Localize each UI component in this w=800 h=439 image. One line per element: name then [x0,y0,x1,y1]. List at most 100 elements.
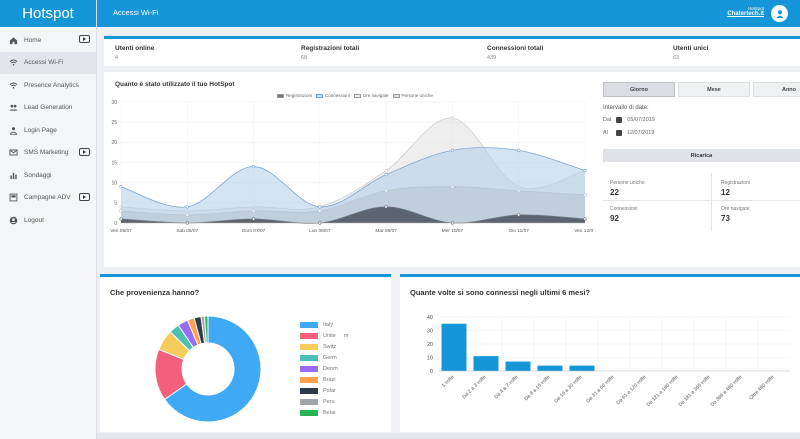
sidebar-item-home[interactable]: Home [0,29,96,52]
tab-mese[interactable]: Mese [678,82,750,97]
legend-label: Peru [323,398,335,405]
sidebar-item-accessi-wi-fi[interactable]: Accessi Wi-Fi [0,51,96,74]
sidebar-item-presence-analytics[interactable]: Presence Analytics [0,74,96,97]
summary-connections: Connessioni 92 [610,206,638,223]
refresh-button[interactable]: Ricarica [603,149,800,162]
sidebar-item-sms-marketing[interactable]: SMS Marketing [0,142,96,165]
point-persone-uniche[interactable] [450,185,455,189]
legend-item[interactable]: Belar [300,407,348,418]
top-header: Accessi Wi-Fi HotSpot Chatertech.it [97,0,800,27]
header-brand: HotSpot Chatertech.it [727,6,764,18]
point-connessioni[interactable] [251,164,256,169]
date-from-value[interactable]: 05/07/2019 [627,117,655,123]
point-persone-uniche[interactable] [517,189,521,193]
x-tick-label: Da 2 a 3 volte [461,374,487,400]
legend-label: Switz [323,343,337,350]
bar[interactable] [505,361,531,371]
legend-item[interactable]: Polar [300,385,348,396]
bar[interactable] [569,365,595,371]
area-persone-uniche [121,186,585,223]
point-connessioni[interactable] [517,148,521,152]
user-account-icon[interactable] [771,5,788,22]
donut-slice-belar[interactable] [203,315,209,344]
point-ore-navigate[interactable] [450,116,455,120]
tab-anno[interactable]: Anno [753,82,800,97]
bar[interactable] [537,365,563,371]
bar[interactable] [441,323,467,371]
point-persone-uniche[interactable] [384,189,388,193]
calendar-icon[interactable] [615,130,622,136]
bar[interactable] [473,356,499,371]
stat-label: Registrazioni totali [301,45,360,52]
bottom-strip [97,433,800,439]
legend-item[interactable]: Switz [300,341,348,352]
legend-label: Italy [323,321,334,328]
sidebar-item-sondaggi[interactable]: Sondaggi [0,164,96,187]
legend-item[interactable]: Italy [300,319,348,330]
origin-card: Che provenienza hanno? Italy Unite m Switz G… [100,274,391,432]
point-registrazioni[interactable] [119,217,123,221]
legend-item[interactable]: Registrazioni [277,93,312,98]
point-persone-uniche[interactable] [251,209,256,213]
origin-legend: Italy Unite m Switz Germ Denm Brazi Polar Peru Be… [300,319,348,418]
sidebar-item-login-page[interactable]: Login Page [0,119,96,142]
header-brand-name[interactable]: Chatertech.it [727,11,764,17]
point-registrazioni[interactable] [384,205,388,209]
legend-item[interactable]: Persone uniche [392,93,433,98]
y-tick-label: 20 [427,342,433,348]
sidebar-item-lead-generation[interactable]: Lead Generation [0,97,96,120]
frequency-title: Quante volte si sono connessi negli ulti… [410,288,591,297]
donut-slice-italy[interactable] [163,315,262,423]
point-connessioni[interactable] [185,205,189,209]
point-connessioni[interactable] [450,148,455,152]
point-connessioni[interactable] [119,185,123,189]
y-tick-label: 0 [114,221,117,227]
video-tutorial-icon[interactable] [79,192,90,201]
stat-total-connections: Connessioni totali 439 [487,45,543,61]
tab-giorno[interactable]: Giorno [603,82,675,97]
point-persone-uniche[interactable] [583,193,587,197]
point-connessioni[interactable] [384,172,388,177]
legend-item[interactable]: Ore navigate [353,93,389,98]
sidebar-nav: Home Accessi Wi-Fi Presence Analytics Lead … [0,27,96,232]
usage-area-chart: 0 5 10 15 20 25 30 Ven 05/07 Sab 06/07 Dom 07/07 L… [110,100,594,234]
video-tutorial-icon[interactable] [79,147,90,156]
y-tick-label: 10 [111,180,117,186]
legend-label: Belar [323,409,336,416]
brand-logo[interactable]: Hotspot [0,0,96,27]
page-title: Accessi Wi-Fi [113,8,159,17]
legend-label: Germ [323,354,337,361]
wifi-icon [8,58,18,68]
legend-item[interactable]: Unite m [300,330,348,341]
home-icon [8,35,18,45]
x-tick-label: Da 8 a 15 volte [523,374,551,402]
legend-item[interactable]: Connessioni [316,93,350,98]
point-persone-uniche[interactable] [185,213,189,217]
point-registrazioni[interactable] [251,217,256,221]
sidebar-item-logout[interactable]: Logout [0,209,96,232]
legend-item[interactable]: Peru [300,396,348,407]
point-connessioni[interactable] [318,205,322,209]
date-from-row: Dal 05/07/2019 [603,117,655,123]
sidebar-item-campagne-adv[interactable]: Campagne ADV [0,187,96,210]
video-tutorial-icon[interactable] [79,35,90,43]
x-tick-label: Da 181 a 365 volte [677,374,711,408]
legend-item[interactable]: Brazi [300,374,348,385]
y-tick-label: 30 [111,100,117,106]
x-tick-label: Mer 10/07 [442,228,464,234]
wifi-icon [8,80,18,90]
x-tick-label: Da 31 a 60 volte [585,374,615,404]
point-registrazioni[interactable] [517,213,521,217]
legend-item[interactable]: Germ [300,352,348,363]
calendar-icon[interactable] [616,117,623,123]
point-persone-uniche[interactable] [119,209,123,213]
x-tick-label: Da 16 a 30 volte [553,374,583,404]
date-to-value[interactable]: 12/07/2019 [626,130,655,136]
point-ore-navigate[interactable] [384,168,388,173]
legend-item[interactable]: Denm [300,363,348,374]
point-persone-uniche[interactable] [318,209,322,213]
point-connessioni[interactable] [583,168,587,173]
point-registrazioni[interactable] [583,217,587,221]
sidebar: Hotspot Home Accessi Wi-Fi Presence Analyt… [0,0,97,439]
stat-value: 4 [115,55,119,61]
